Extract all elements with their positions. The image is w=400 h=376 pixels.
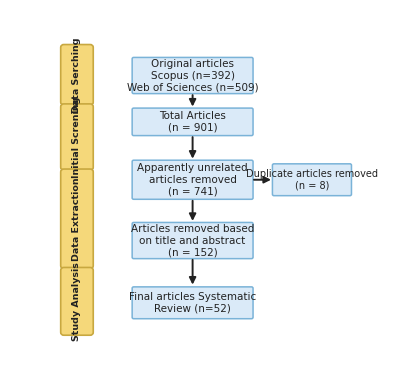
Text: Duplicate articles removed
(n = 8): Duplicate articles removed (n = 8): [246, 169, 378, 191]
Text: Articles removed based
on title and abstract
(n = 152): Articles removed based on title and abst…: [131, 224, 254, 257]
FancyBboxPatch shape: [132, 108, 253, 136]
Text: Total Articles
(n = 901): Total Articles (n = 901): [159, 111, 226, 133]
FancyBboxPatch shape: [61, 267, 93, 335]
Text: Data Serching: Data Serching: [72, 37, 82, 112]
FancyBboxPatch shape: [61, 169, 93, 268]
FancyBboxPatch shape: [132, 58, 253, 94]
FancyBboxPatch shape: [132, 160, 253, 199]
FancyBboxPatch shape: [61, 44, 93, 105]
Text: Study Analysis: Study Analysis: [72, 262, 82, 341]
FancyBboxPatch shape: [132, 223, 253, 259]
FancyBboxPatch shape: [61, 104, 93, 170]
Text: Initial Screning: Initial Screning: [72, 96, 82, 178]
Text: Data Extraction: Data Extraction: [72, 177, 82, 261]
Text: Final articles Systematic
Review (n=52): Final articles Systematic Review (n=52): [129, 292, 256, 314]
FancyBboxPatch shape: [272, 164, 352, 196]
Text: Apparently unrelated
articles removed
(n = 741): Apparently unrelated articles removed (n…: [137, 163, 248, 196]
FancyBboxPatch shape: [132, 287, 253, 319]
Text: Original articles
Scopus (n=392)
Web of Sciences (n=509): Original articles Scopus (n=392) Web of …: [127, 59, 258, 92]
